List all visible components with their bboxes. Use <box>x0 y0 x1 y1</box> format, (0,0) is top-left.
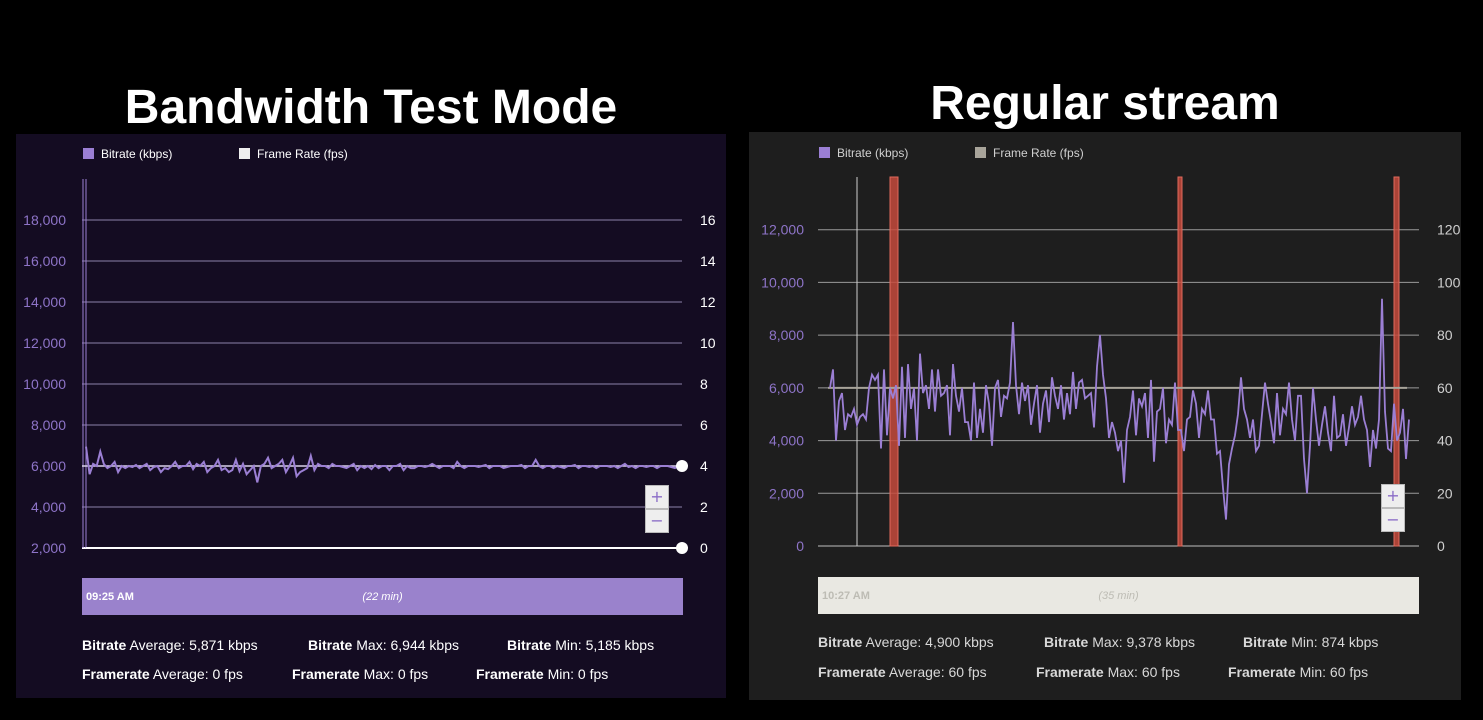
y-left-tick-label: 4,000 <box>769 433 804 449</box>
zoom-out-button[interactable]: − <box>1381 508 1405 532</box>
y-left-tick-label: 18,000 <box>23 212 66 228</box>
disconnect-marker <box>1393 176 1400 547</box>
y-left-tick-label: 16,000 <box>23 253 66 269</box>
framerate-average: Framerate Average: 0 fps <box>82 666 243 682</box>
y-left-tick-label: 6,000 <box>769 380 804 396</box>
y-left-tick-label: 6,000 <box>31 458 66 474</box>
y-left-tick-label: 8,000 <box>31 417 66 433</box>
bandwidth-test-panel: Bitrate (kbps) Frame Rate (fps) 2,000 4,000… <box>16 134 726 698</box>
bitrate-min: Bitrate Min: 874 kbps <box>1243 634 1379 650</box>
zoom-out-button[interactable]: − <box>645 509 669 533</box>
bitrate-series-line <box>829 298 1410 520</box>
y-right-tick-label: 10 <box>700 335 716 351</box>
disconnect-marker <box>889 176 899 547</box>
legend-label-bitrate: Bitrate (kbps) <box>101 147 172 161</box>
y-right-tick-label: 100 <box>1437 274 1461 290</box>
y-left-tick-label: 4,000 <box>31 499 66 515</box>
framerate-min: Framerate Min: 60 fps <box>1228 664 1369 680</box>
bitrate-average: Bitrate Average: 5,871 kbps <box>82 637 258 653</box>
y-right-tick-label: 60 <box>1437 380 1453 396</box>
y-left-tick-label: 12,000 <box>23 335 66 351</box>
legend-swatch-bitrate <box>83 148 94 159</box>
y-left-tick-label: 10,000 <box>761 274 804 290</box>
y-left-tick-label: 2,000 <box>31 540 66 556</box>
y-right-tick-label: 12 <box>700 294 716 310</box>
timeline-scrubber[interactable]: 10:27 AM (35 min) <box>818 577 1419 614</box>
zoom-in-button[interactable]: + <box>1381 484 1405 508</box>
y-right-tick-label: 2 <box>700 499 708 515</box>
y-right-tick-label: 4 <box>700 458 708 474</box>
y-right-tick-label: 40 <box>1437 433 1453 449</box>
y-right-tick-label: 14 <box>700 253 716 269</box>
regular-stream-chart: Bitrate (kbps) Frame Rate (fps) 0 2,000 4,00… <box>761 146 1461 554</box>
framerate-max: Framerate Max: 0 fps <box>292 666 429 682</box>
zoom-in-button[interactable]: + <box>645 485 669 509</box>
y-left-tick-label: 0 <box>796 538 804 554</box>
legend-label-bitrate: Bitrate (kbps) <box>837 146 908 160</box>
y-left-tick-label: 12,000 <box>761 222 804 238</box>
framerate-min: Framerate Min: 0 fps <box>476 666 609 682</box>
timeline-start: 10:27 AM <box>822 590 870 602</box>
bitrate-series-line <box>85 446 682 483</box>
timeline-start: 09:25 AM <box>86 591 134 603</box>
bitrate-average: Bitrate Average: 4,900 kbps <box>818 634 994 650</box>
left-heading: Bandwidth Test Mode <box>124 81 618 134</box>
disconnect-marker <box>1177 176 1183 547</box>
bitrate-max: Bitrate Max: 6,944 kbps <box>308 637 459 653</box>
y-right-tick-label: 6 <box>700 417 708 433</box>
framerate-max: Framerate Max: 60 fps <box>1036 664 1180 680</box>
timeline-duration: (35 min) <box>1098 590 1139 602</box>
y-right-tick-label: 8 <box>700 376 708 392</box>
timeline-scrubber[interactable]: 09:25 AM (22 min) <box>82 578 683 615</box>
bitrate-max: Bitrate Max: 9,378 kbps <box>1044 634 1195 650</box>
legend-label-framerate: Frame Rate (fps) <box>993 146 1084 160</box>
y-right-tick-label: 0 <box>1437 538 1445 554</box>
y-right-tick-label: 120 <box>1437 222 1461 238</box>
legend-swatch-framerate <box>975 147 986 158</box>
regular-stream-panel: Bitrate (kbps) Frame Rate (fps) 0 2,000 4,00… <box>749 132 1461 700</box>
y-left-tick-label: 10,000 <box>23 376 66 392</box>
bitrate-end-handle <box>676 460 688 472</box>
legend-swatch-bitrate <box>819 147 830 158</box>
y-left-tick-label: 2,000 <box>769 485 804 501</box>
y-left-tick-label: 8,000 <box>769 327 804 343</box>
y-right-tick-label: 0 <box>700 540 708 556</box>
right-heading: Regular stream <box>930 77 1280 130</box>
timeline-duration: (22 min) <box>362 591 403 603</box>
bandwidth-test-chart: Bitrate (kbps) Frame Rate (fps) 2,000 4,000… <box>23 147 716 556</box>
y-right-tick-label: 80 <box>1437 327 1453 343</box>
y-left-tick-label: 14,000 <box>23 294 66 310</box>
y-right-tick-label: 16 <box>700 212 716 228</box>
framerate-average: Framerate Average: 60 fps <box>818 664 987 680</box>
framerate-end-handle <box>676 542 688 554</box>
legend-label-framerate: Frame Rate (fps) <box>257 147 348 161</box>
legend-swatch-framerate <box>239 148 250 159</box>
bitrate-min: Bitrate Min: 5,185 kbps <box>507 637 655 653</box>
y-right-tick-label: 20 <box>1437 485 1453 501</box>
